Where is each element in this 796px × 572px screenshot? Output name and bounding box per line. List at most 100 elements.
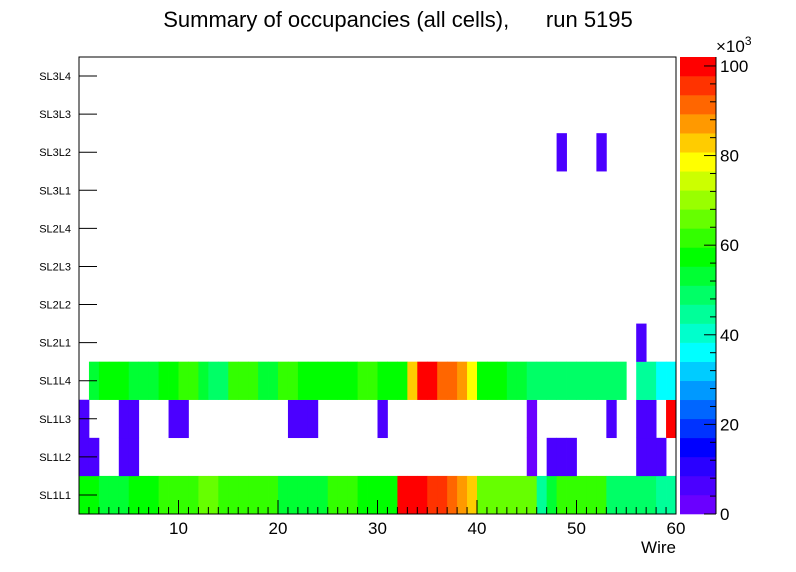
heatmap-cell: [666, 399, 677, 439]
heatmap-cell: [626, 475, 637, 515]
heatmap-cell: [616, 475, 627, 515]
color-scale-segment: [680, 342, 716, 362]
heatmap-cell: [556, 361, 567, 400]
heatmap-cell: [148, 361, 159, 400]
color-scale-segment: [680, 152, 716, 172]
heatmap-cell: [526, 437, 538, 477]
heatmap-cell: [118, 475, 130, 515]
y-axis: SL1L1 SL1L2 SL1L3 SL1L4 SL2L1 SL2L2 SL2L3 SL2L4…: [39, 71, 97, 502]
heatmap-cell: [347, 361, 358, 400]
y-tick-label: SL1L1: [39, 490, 71, 502]
heatmap-cell: [526, 399, 538, 439]
heatmap-cell: [357, 475, 368, 515]
heatmap-cell: [377, 475, 388, 515]
heatmap-cell: [148, 475, 159, 515]
heatmap-cell: [287, 475, 299, 515]
heatmap-cell: [198, 475, 209, 515]
heatmap-cell: [397, 361, 408, 400]
heatmap-cell: [656, 361, 667, 400]
heatmap-cell: [128, 437, 140, 477]
heatmap-cell: [108, 475, 120, 515]
z-tick-label: 100: [720, 57, 748, 76]
heatmap-cell: [477, 475, 488, 515]
heatmap-cell: [636, 475, 647, 515]
heatmap-cell: [228, 361, 239, 400]
heatmap-cell: [138, 475, 150, 515]
heatmap-cell: [158, 475, 169, 515]
x-tick-label: 20: [269, 519, 288, 538]
heatmap-cell: [128, 475, 140, 515]
heatmap-cell: [646, 399, 657, 439]
x-tick-label: 30: [368, 519, 387, 538]
heatmap-cell: [646, 475, 657, 515]
heatmap-cell: [238, 475, 249, 515]
heatmap-cell: [556, 475, 567, 515]
heatmap-cell: [486, 361, 498, 400]
heatmap-cell: [467, 361, 478, 400]
x-tick-label: 50: [567, 519, 586, 538]
heatmap-cell: [556, 133, 567, 172]
x-tick-label: 10: [169, 519, 188, 538]
heatmap-cell: [258, 475, 269, 515]
heatmap-cell: [477, 361, 488, 400]
heatmap-cell: [546, 437, 557, 477]
heatmap-cell: [168, 399, 179, 439]
heatmap-cell: [606, 361, 617, 400]
heatmap-cell: [278, 361, 289, 400]
heatmap-cell: [268, 361, 279, 400]
heatmap-cell: [457, 361, 468, 400]
y-tick-label: SL2L1: [39, 338, 71, 350]
heatmap-cell: [108, 361, 120, 400]
heatmap-cell: [337, 475, 349, 515]
heatmap-cell: [447, 475, 458, 515]
heatmap-cell: [566, 361, 577, 400]
heatmap-cell: [566, 475, 577, 515]
y-tick-label: SL3L1: [39, 185, 71, 197]
heatmap-cell: [287, 361, 299, 400]
color-scale-segment: [680, 361, 716, 382]
y-tick-label: SL3L4: [39, 71, 71, 83]
heatmap-cell: [228, 475, 239, 515]
heatmap-cell: [646, 437, 657, 477]
x-tick-label: 40: [468, 519, 487, 538]
heatmap-cell: [437, 361, 448, 400]
y-tick-label: SL1L2: [39, 452, 71, 464]
heatmap-cell: [387, 475, 398, 515]
y-tick-label: SL2L3: [39, 261, 71, 273]
heatmap-cell: [268, 475, 279, 515]
heatmap-cell: [297, 399, 309, 439]
heatmap-cell: [208, 361, 219, 400]
color-scale-segment: [680, 171, 716, 191]
heatmap-cell: [297, 475, 309, 515]
heatmap-cell: [98, 361, 110, 400]
heatmap-cell: [138, 361, 150, 400]
heatmap-cell: [546, 475, 557, 515]
heatmap-cell: [377, 361, 388, 400]
heatmap-cell: [636, 399, 647, 439]
heatmap-cell: [307, 361, 319, 400]
heatmap-cell: [506, 361, 518, 400]
heatmap-cell: [556, 437, 567, 477]
heatmap-cell: [596, 361, 607, 400]
heatmap-cell: [596, 133, 607, 172]
heatmap-cell: [457, 475, 468, 515]
color-scale-segment: [680, 57, 716, 77]
y-tick-label: SL3L3: [39, 109, 71, 121]
color-scale-segment: [680, 494, 716, 515]
heatmap-cell: [546, 361, 557, 400]
heatmap-cell: [188, 361, 199, 400]
heatmap-cell: [536, 475, 548, 515]
heatmap-cell: [526, 361, 538, 400]
heatmap-cell: [506, 475, 518, 515]
heatmap-cell: [278, 475, 289, 515]
color-scale-segment: [680, 76, 716, 96]
heatmap-cell: [467, 475, 478, 515]
x-axis: 10 20 30 40 50 60: [88, 500, 685, 538]
heatmap-cell: [317, 475, 329, 515]
heatmap-cell: [218, 475, 229, 515]
heatmap-cell: [407, 475, 418, 515]
heatmap-cell: [248, 361, 259, 400]
heatmap-cell: [636, 437, 647, 477]
heatmap-cell: [287, 399, 299, 439]
